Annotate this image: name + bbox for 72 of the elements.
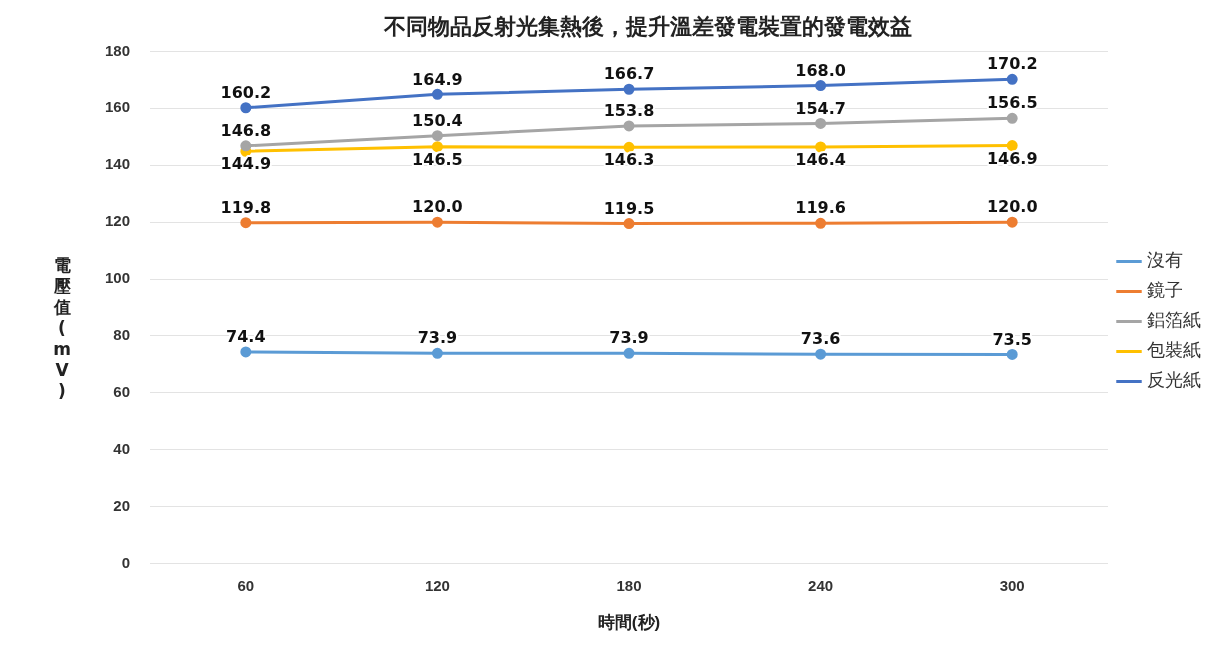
point (1006, 140, 1018, 152)
data-label: 120.0 (412, 197, 463, 217)
point (815, 117, 827, 129)
point (815, 141, 827, 153)
point (431, 141, 443, 153)
legend-label: 包裝紙 (1147, 340, 1201, 361)
x-axis-title: 時間(秒) (597, 613, 661, 633)
point (431, 347, 443, 359)
data-label: 154.7 (795, 98, 846, 118)
data-label: 73.9 (609, 328, 649, 348)
point (240, 346, 252, 358)
point (815, 80, 827, 92)
data-label: 166.7 (603, 64, 655, 84)
legend-label: 鏡子 (1147, 280, 1183, 301)
data-label: 146.8 (220, 121, 272, 141)
point (431, 130, 443, 142)
y-tick-label: 20 (113, 496, 131, 514)
point (815, 217, 827, 229)
point (815, 348, 827, 360)
data-label: 153.8 (603, 101, 655, 121)
y-tick-label: 60 (113, 383, 131, 401)
legend-label: 鋁箔紙 (1147, 310, 1201, 331)
x-tick-label: 300 (999, 576, 1025, 594)
point (431, 216, 443, 228)
point (1006, 112, 1018, 124)
point (240, 217, 252, 229)
data-label: 146.9 (986, 148, 1038, 168)
data-label: 74.4 (226, 327, 266, 347)
point (623, 120, 635, 132)
data-label: 73.6 (800, 329, 841, 349)
data-label: 164.9 (412, 69, 463, 89)
x-tick-label: 240 (808, 576, 834, 594)
data-label: 146.4 (795, 150, 846, 170)
data-label: 120.0 (986, 197, 1038, 217)
y-tick-label: 180 (105, 41, 131, 59)
point (240, 140, 252, 152)
data-label: 168.0 (795, 60, 846, 80)
x-tick-label: 180 (616, 576, 642, 594)
data-label: 170.2 (986, 54, 1038, 74)
data-label: 119.6 (795, 198, 846, 218)
x-tick-label: 60 (237, 576, 255, 594)
point (1006, 216, 1018, 228)
legend-label: 沒有 (1147, 250, 1183, 271)
data-label: 146.3 (603, 150, 655, 170)
legend-label: 反光紙 (1147, 370, 1201, 391)
data-label: 73.9 (417, 328, 458, 348)
x-tick-label: 120 (424, 576, 450, 594)
point (1006, 73, 1018, 85)
point (431, 88, 443, 100)
data-label: 144.9 (220, 154, 272, 174)
y-tick-label: 140 (105, 155, 131, 173)
point (1006, 348, 1018, 360)
y-axis-title: 電壓值(mV) (52, 255, 72, 402)
point (623, 347, 635, 359)
data-label: 146.5 (412, 149, 463, 169)
data-label: 119.5 (603, 198, 655, 218)
data-label: 119.8 (220, 197, 272, 217)
point (623, 141, 635, 153)
y-tick-label: 160 (105, 98, 131, 116)
point (623, 218, 635, 230)
data-label: 160.2 (220, 82, 272, 102)
y-tick-label: 0 (121, 553, 131, 571)
data-label: 73.5 (992, 329, 1032, 349)
y-tick-label: 100 (105, 269, 131, 287)
chart-title: 不同物品反射光集熱後，提升溫差發電裝置的發電效益 (383, 14, 912, 40)
point (240, 102, 252, 114)
data-label: 150.4 (412, 110, 463, 130)
point (623, 83, 635, 95)
y-tick-label: 40 (113, 439, 131, 457)
data-label: 156.5 (986, 93, 1038, 113)
y-tick-label: 80 (113, 326, 131, 344)
y-tick-label: 120 (105, 212, 131, 230)
